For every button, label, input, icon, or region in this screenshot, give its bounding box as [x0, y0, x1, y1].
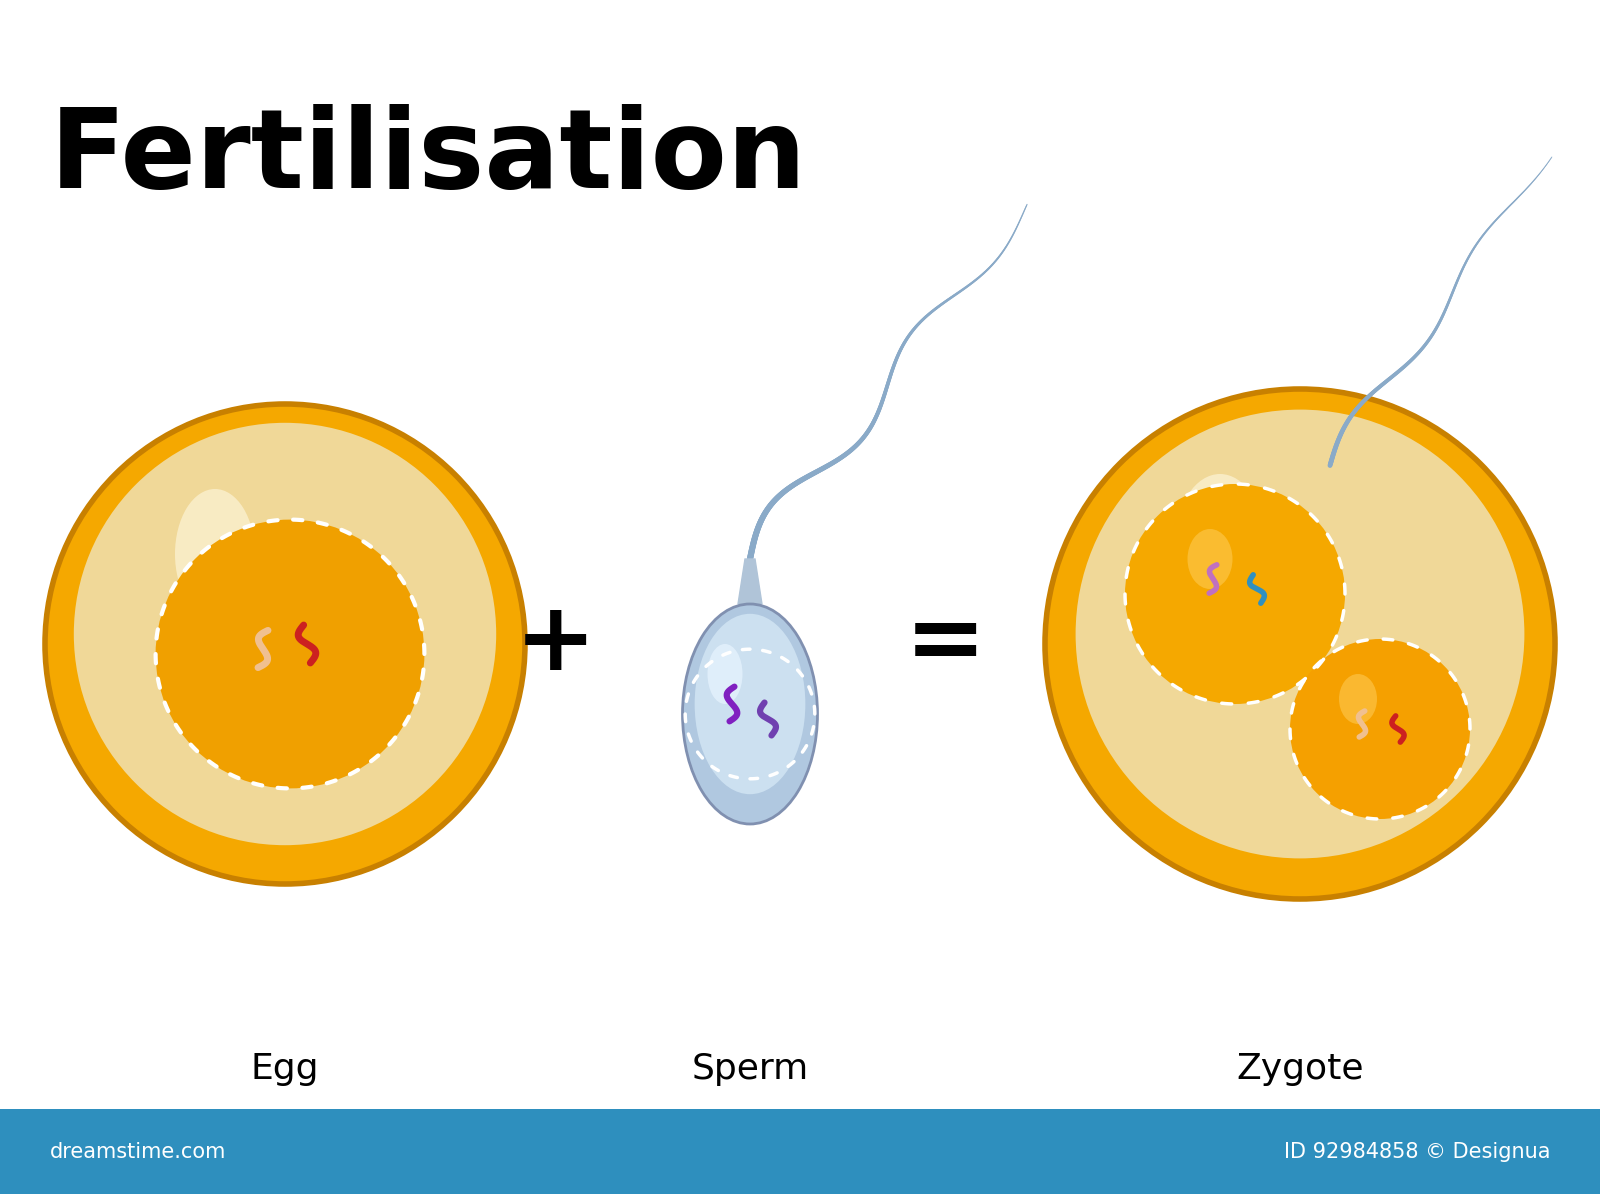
- Polygon shape: [738, 559, 762, 604]
- Circle shape: [45, 404, 525, 884]
- Text: =: =: [904, 597, 986, 690]
- Circle shape: [1075, 410, 1525, 858]
- Text: Egg: Egg: [251, 1052, 320, 1087]
- Ellipse shape: [683, 604, 818, 824]
- Bar: [0, 1109, 1600, 1194]
- Circle shape: [155, 519, 424, 788]
- Ellipse shape: [694, 614, 805, 794]
- Circle shape: [1125, 484, 1346, 704]
- Ellipse shape: [1174, 474, 1266, 614]
- Text: Sperm: Sperm: [691, 1052, 808, 1087]
- Text: +: +: [514, 597, 595, 690]
- Ellipse shape: [174, 490, 254, 618]
- Text: Fertilisation: Fertilisation: [50, 104, 806, 211]
- Circle shape: [1045, 389, 1555, 899]
- Ellipse shape: [1339, 673, 1378, 724]
- Circle shape: [1290, 639, 1470, 819]
- Text: Zygote: Zygote: [1237, 1052, 1363, 1087]
- Text: ID 92984858 © Designua: ID 92984858 © Designua: [1283, 1141, 1550, 1162]
- Ellipse shape: [1187, 529, 1232, 589]
- Circle shape: [74, 423, 496, 845]
- Text: dreamstime.com: dreamstime.com: [50, 1141, 226, 1162]
- Ellipse shape: [707, 644, 742, 704]
